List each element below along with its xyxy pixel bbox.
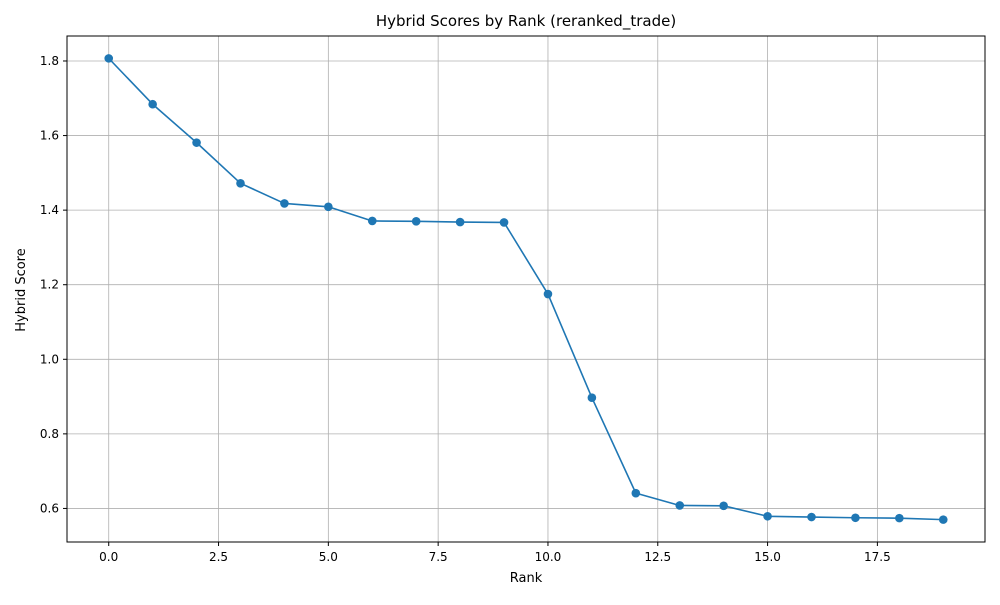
data-point [675,501,685,510]
x-tick-label: 15.0 [754,550,781,564]
chart-title: Hybrid Scores by Rank (reranked_trade) [376,12,676,31]
data-point [236,178,245,188]
data-point [280,199,289,208]
x-tick-label: 12.5 [644,550,671,564]
data-point [719,501,728,511]
data-point [543,289,553,299]
y-tick-label: 1.0 [40,352,59,366]
data-point [148,99,157,109]
y-tick-label: 1.6 [40,129,59,143]
data-point [587,393,597,402]
data-point [763,511,772,521]
data-point [324,202,333,212]
y-axis-label: Hybrid Score [14,248,29,331]
x-tick-label: 0.0 [99,550,118,564]
series-line [108,57,944,521]
y-tick-label: 1.2 [40,278,59,292]
data-point [895,513,904,523]
y-tick-label: 0.8 [40,427,59,441]
data-point [851,513,860,523]
x-tick-label: 17.5 [864,550,891,564]
tick-layer: 0.0 2.5 5.0 7.5 10.0 12.5 15.0 17.5 0.6 0.8 1.0 1.2… [40,54,891,564]
data-point [807,512,816,522]
data-point [938,515,948,524]
y-tick-label: 1.8 [40,54,59,68]
data-point [104,54,114,63]
x-axis-label: Rank [510,571,543,586]
y-tick-label: 1.4 [40,203,59,217]
series-layer [104,54,948,524]
data-point [499,218,509,227]
x-tick-label: 2.5 [209,550,228,564]
plot-frame [66,35,986,543]
data-point [367,216,377,226]
data-point [455,217,465,227]
data-point [192,138,201,147]
x-tick-label: 5.0 [319,550,338,564]
data-point [631,488,641,498]
data-point [411,217,421,226]
grid-layer [67,36,985,542]
y-tick-label: 0.6 [40,501,59,515]
x-tick-label: 10.0 [535,550,562,564]
x-tick-label: 7.5 [429,550,448,564]
